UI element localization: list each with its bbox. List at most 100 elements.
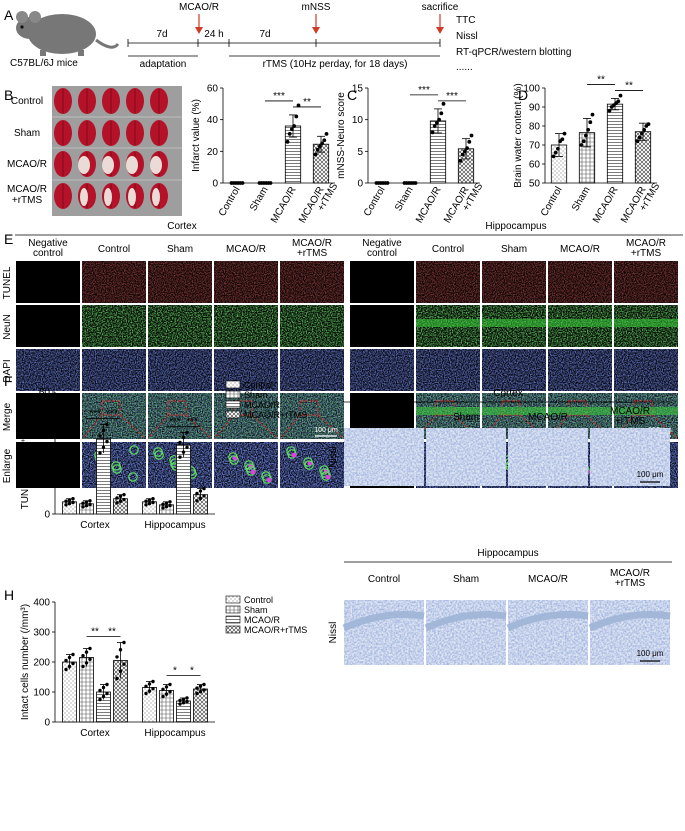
- x-tick-label-line: Sham: [570, 185, 593, 213]
- legend-label: Control: [244, 380, 273, 390]
- apoptotic-cell: [266, 477, 272, 483]
- data-point: [185, 696, 189, 700]
- micrograph-column-label: Sham: [167, 244, 193, 255]
- data-point: [84, 650, 89, 654]
- micrograph-column-label-line: Control: [432, 244, 464, 255]
- data-point: [268, 181, 273, 185]
- data-point: [181, 450, 186, 454]
- x-tick-label: Sham: [393, 185, 416, 213]
- data-point: [84, 500, 89, 504]
- legend-label: Sham: [244, 605, 268, 615]
- y-tick-label: 60: [39, 388, 51, 399]
- data-point: [202, 486, 206, 491]
- data-point: [202, 494, 206, 498]
- y-tick-label: 100: [33, 688, 50, 699]
- data-point: [292, 124, 296, 128]
- data-point: [168, 503, 172, 508]
- micrograph-texture: [482, 349, 546, 391]
- panel-letter-a: A: [4, 7, 14, 23]
- legend-label: MCAO/R: [244, 400, 281, 410]
- data-point: [144, 503, 148, 507]
- neuron-cell: [287, 449, 297, 459]
- panel-letter-f: F: [4, 373, 13, 389]
- data-point: [178, 698, 182, 703]
- infarct-region: [80, 188, 88, 206]
- data-point: [151, 687, 155, 691]
- data-point: [181, 701, 186, 705]
- data-point: [290, 127, 294, 132]
- data-point: [586, 127, 590, 132]
- x-tick-label: Control: [217, 185, 243, 218]
- data-point: [195, 686, 199, 690]
- legend-swatch: [225, 380, 241, 389]
- zoom-line: [251, 414, 279, 440]
- data-point: [432, 124, 437, 128]
- outcome-nissl: Nissl: [456, 31, 478, 42]
- y-axis-label: TUNEL⁺/NeuN⁺ cells (%): [20, 397, 31, 510]
- data-point: [168, 682, 172, 687]
- y-axis-label: Brain water content (%): [513, 83, 524, 188]
- nissl-row-label: Nissl: [328, 446, 339, 468]
- x-tick-label-line: MCAO/R: [591, 185, 621, 225]
- data-point: [67, 655, 72, 660]
- micrograph-column-label: Control: [432, 244, 464, 255]
- hippocampus-band: [548, 319, 612, 327]
- panel-letter-b: B: [4, 87, 13, 103]
- data-point: [147, 498, 152, 502]
- data-point: [553, 150, 558, 155]
- data-point: [551, 154, 556, 159]
- panel-letter-h: H: [4, 587, 14, 603]
- data-point: [313, 152, 318, 157]
- mnss-chart: 0 5 10 15 mNSS-Neuro score Control ShamMCAO/RM…: [336, 84, 485, 226]
- nissl-texture: [344, 600, 424, 665]
- data-point: [439, 111, 444, 116]
- data-point: [322, 138, 327, 143]
- micrograph-column-label: MCAO/R +rTMS: [626, 238, 666, 259]
- data-point: [151, 679, 155, 684]
- nissl-column-label-line: Control: [368, 412, 400, 423]
- data-point: [178, 440, 182, 445]
- legend-label: MCAO/R: [244, 615, 281, 625]
- panel-letter-c: C: [347, 87, 357, 103]
- legend-label: MCAO/R+rTMS: [244, 410, 307, 420]
- data-point: [195, 691, 199, 696]
- outcome-more: ......: [456, 62, 473, 73]
- y-tick-label: 400: [33, 598, 50, 609]
- scale-label: 100 μm: [314, 427, 338, 434]
- data-point: [435, 120, 439, 125]
- data-point: [101, 428, 106, 432]
- zoom-line: [81, 414, 103, 440]
- nissl-texture: [508, 600, 588, 665]
- micrograph-column-label-line: Sham: [167, 244, 193, 255]
- data-point: [115, 655, 119, 659]
- data-point: [161, 506, 165, 510]
- data-point: [460, 152, 465, 157]
- data-point: [164, 685, 169, 689]
- legend-swatch: [225, 625, 241, 634]
- data-point: [151, 500, 155, 505]
- duration-7d-b: 7d: [259, 29, 270, 40]
- hippocampus-band: [614, 407, 678, 415]
- region-title: Cortex: [167, 221, 196, 232]
- zoom-line: [585, 414, 613, 440]
- data-point: [101, 685, 106, 690]
- micrograph-texture: [350, 349, 414, 391]
- x-tick-label: MCAO/R: [414, 185, 444, 225]
- data-point: [161, 502, 165, 506]
- data-point: [81, 501, 85, 505]
- micrograph-row-label-line: DAPI: [2, 359, 13, 382]
- data-point: [590, 112, 595, 117]
- data-point: [318, 144, 322, 149]
- zoom-line: [279, 414, 301, 440]
- outcome-rtqpcr: RT-qPCR/western blotting: [456, 47, 571, 58]
- duration-7d: 7d: [156, 29, 167, 40]
- x-tick-label-line: Control: [362, 185, 388, 218]
- micrograph-row-label-line: TUNEL: [2, 266, 13, 299]
- significance-label: *: [173, 666, 177, 677]
- zoom-box: [101, 400, 121, 416]
- data-point: [88, 646, 92, 651]
- data-point: [118, 669, 123, 673]
